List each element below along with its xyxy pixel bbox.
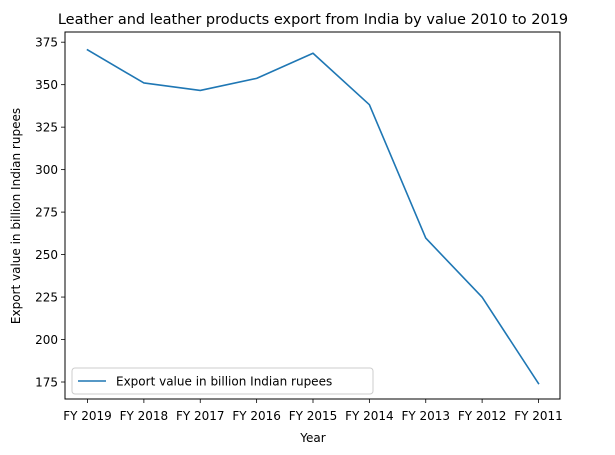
x-tick-label: FY 2013 xyxy=(401,409,450,423)
x-tick-label: FY 2018 xyxy=(120,409,169,423)
x-tick-label: FY 2014 xyxy=(345,409,394,423)
x-tick-label: FY 2012 xyxy=(458,409,507,423)
y-axis-label: Export value in billion Indian rupees xyxy=(9,108,23,324)
y-tick-label: 225 xyxy=(35,291,58,305)
x-tick-label: FY 2011 xyxy=(514,409,563,423)
y-tick-label: 275 xyxy=(35,206,58,220)
legend-label: Export value in billion Indian rupees xyxy=(116,375,332,389)
y-tick-label: 375 xyxy=(35,36,58,50)
y-tick-label: 350 xyxy=(35,78,58,92)
legend: Export value in billion Indian rupees xyxy=(71,367,374,395)
chart-title: Leather and leather products export from… xyxy=(58,12,568,28)
y-axis-ticks: 175 200 225 250 275 300 325 350 375 xyxy=(35,36,65,390)
y-tick-label: 325 xyxy=(35,121,58,135)
series-line-export-value xyxy=(86,48,540,385)
x-tick-label: FY 2016 xyxy=(232,409,281,423)
legend-box xyxy=(71,367,374,395)
plot-area xyxy=(64,31,561,400)
x-axis-ticks: FY 2019 FY 2018 FY 2017 FY 2016 FY 2015 FY 20… xyxy=(63,399,563,423)
x-tick-label: FY 2017 xyxy=(176,409,225,423)
x-tick-label: FY 2015 xyxy=(289,409,338,423)
y-tick-label: 175 xyxy=(35,376,58,390)
x-axis-label: Year xyxy=(299,431,325,445)
y-tick-label: 200 xyxy=(35,333,58,347)
y-tick-label: 300 xyxy=(35,163,58,177)
x-tick-label: FY 2019 xyxy=(63,409,112,423)
y-tick-label: 250 xyxy=(35,248,58,262)
